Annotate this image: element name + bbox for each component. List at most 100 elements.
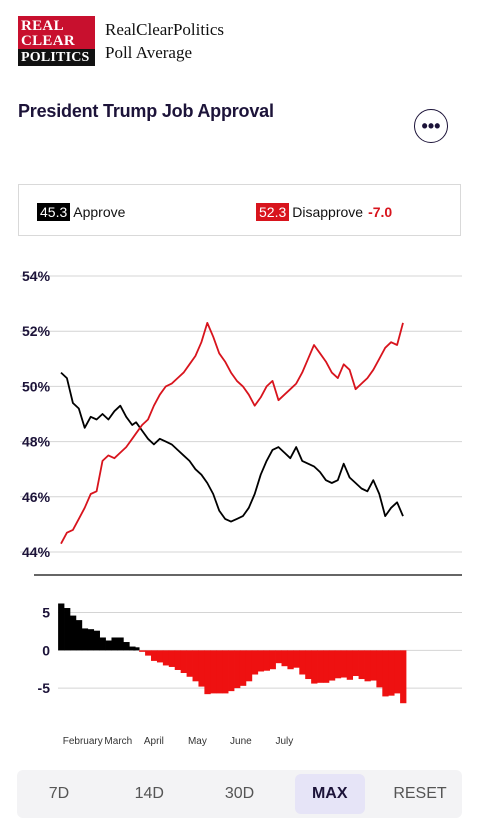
spread-bar [328,650,336,681]
spread-bar [245,650,253,682]
spread-bar [257,650,265,672]
spread-bar [364,650,371,682]
approve-value-badge: 45.3 [37,203,71,221]
spread-bar [75,620,83,651]
y-tick-label: 54% [22,268,51,284]
x-tick-label: April [144,736,164,747]
spread-bar [370,650,377,681]
spread-bar [69,615,77,651]
spread-bar [263,650,270,671]
tab-reset[interactable]: RESET [393,785,447,802]
x-tick-label: July [275,736,293,747]
spread-bar [162,650,170,666]
header: REAL CLEAR POLITICS RealClearPolitics Po… [18,16,224,66]
y-tick-label: 44% [22,544,51,560]
y-tick-label: 52% [22,323,51,339]
spread-y-tick-label: 5 [42,605,50,621]
spread-bar [133,647,140,651]
logo-line-1: REAL [21,18,64,34]
spread-bar [323,650,330,683]
spread-bar [129,646,136,651]
spread-bar [400,650,407,704]
spread-bar [186,650,193,677]
spread-bar [216,650,223,694]
x-tick-label: March [104,736,132,747]
approval-chart[interactable]: 54% 52% 50% 48% 46% 44% 5 0 -5 February March April… [0,250,480,750]
spread-bar [305,650,312,680]
spread-bar [111,637,118,651]
spread-bar [239,650,247,686]
spread-value: -7.0 [368,204,393,220]
spread-bar [334,650,342,679]
x-tick-label: February [63,736,103,747]
spread-bar [281,650,288,667]
x-tick-label: May [188,736,207,747]
spread-y-tick-label: 0 [42,642,50,658]
spread-bar [251,650,259,675]
tab-7d[interactable]: 7D [48,785,70,802]
spread-bar [340,650,348,678]
spread-bar [299,650,306,675]
spread-bar [180,650,187,673]
tab-14d[interactable]: 14D [134,785,164,802]
approve-label: Approve [73,204,126,220]
spread-bar [105,640,112,651]
spread-bar [145,650,152,656]
spread-bar [192,650,199,682]
spread-bar [156,650,164,663]
spread-bar [204,650,211,695]
spread-bar [269,650,276,670]
spread-bar [87,629,95,651]
legend-disapprove[interactable]: 52.3 Disapprove -7.0 [256,203,392,221]
spread-bar [210,650,217,694]
more-horizontal-icon: ••• [421,116,441,136]
spread-bar [358,650,365,680]
spread-bar [293,650,300,668]
spread-bar [275,650,282,664]
spread-bar [346,650,354,680]
spread-bar [139,650,146,652]
spread-bar [168,650,176,667]
brand-name: RealClearPolitics [105,20,224,39]
spread-bar [228,650,235,692]
spread-bar [311,650,318,684]
spread-bar [81,628,89,651]
spread-bar [58,603,65,651]
spread-bar [382,650,389,697]
spread-bar [123,642,130,651]
tab-max[interactable]: MAX [294,774,365,814]
spread-bar [93,630,100,651]
spread-bar [198,650,205,687]
spread-bar [317,650,324,683]
chart-legend: 45.3 Approve 52.3 Disapprove -7.0 [18,184,461,236]
page-title: President Trump Job Approval [18,101,274,121]
spread-bar [234,650,241,689]
spread-bar [64,608,71,651]
range-tabs: 7D 14D 30D MAX RESET [17,770,462,818]
more-options-button[interactable]: ••• [414,109,448,143]
series-line-approve [60,371,404,523]
spread-bar [287,650,294,670]
spread-bar [222,650,229,694]
brand-text: RealClearPolitics Poll Average [105,18,224,64]
spread-bar [174,650,182,670]
logo-line-2: CLEAR [21,33,76,49]
spread-y-tick-label: -5 [38,680,51,696]
rcp-logo[interactable]: REAL CLEAR POLITICS [18,16,95,66]
spread-bar [376,650,383,688]
spread-bar [99,637,106,651]
spread-bar [388,650,395,696]
logo-line-3: POLITICS [18,49,95,66]
disapprove-value-badge: 52.3 [256,203,290,221]
x-tick-label: June [230,736,252,747]
series-line-disapprove [60,322,404,545]
spread-bar [117,637,124,651]
disapprove-label: Disapprove [292,204,364,220]
tab-30d[interactable]: 30D [224,785,255,802]
spread-bar [394,650,401,694]
y-tick-label: 50% [22,378,51,394]
legend-approve[interactable]: 45.3 Approve [37,203,125,221]
y-tick-label: 46% [22,489,51,505]
y-tick-label: 48% [22,434,51,450]
brand-subtitle: Poll Average [105,43,193,62]
